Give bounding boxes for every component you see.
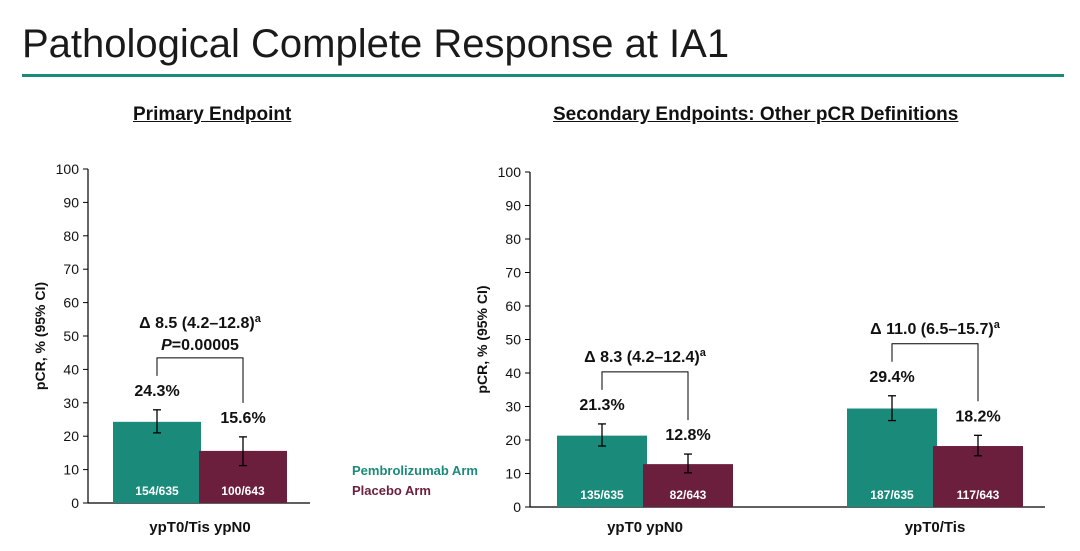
- y-tick-label: 20: [505, 432, 521, 448]
- comparison-bracket: [156, 357, 244, 403]
- difference-annotation: Δ 8.3 (4.2–12.4)a: [584, 347, 707, 366]
- y-axis-label: pCR, % (95% CI): [32, 282, 48, 390]
- title-divider: [22, 74, 1064, 77]
- comparison-bracket: [891, 343, 979, 402]
- p-value-annotation: P=0.00005: [161, 337, 239, 354]
- comparison-bracket: [601, 371, 689, 421]
- slide-title: Pathological Complete Response at IA1: [22, 22, 730, 66]
- y-tick-label: 70: [63, 261, 79, 277]
- category-label: ypT0 ypN0: [607, 519, 683, 536]
- bar: [847, 408, 937, 507]
- count-label: 82/643: [670, 488, 707, 502]
- secondary-panel-title: Secondary Endpoints: Other pCR Definitio…: [553, 104, 959, 125]
- legend-placebo: Placebo Arm: [352, 483, 431, 498]
- y-tick-label: 100: [498, 164, 522, 180]
- y-tick-label: 40: [505, 365, 521, 381]
- primary-panel-title: Primary Endpoint: [133, 104, 292, 125]
- y-tick-label: 60: [505, 298, 521, 314]
- y-tick-label: 80: [63, 228, 79, 244]
- count-label: 117/643: [957, 488, 1000, 502]
- data-label: 21.3%: [579, 397, 624, 414]
- y-tick-label: 90: [505, 198, 521, 214]
- secondary-chart: 0 10 20 30 40 50 60 70 80 90 100 pCR, % (95% CI) 21.…: [474, 164, 1045, 536]
- y-tick-label: 80: [505, 231, 521, 247]
- y-tick-label: 40: [63, 361, 79, 377]
- difference-annotation: Δ 11.0 (6.5–15.7)a: [870, 319, 1001, 338]
- count-label: 100/643: [221, 484, 265, 498]
- data-label: 12.8%: [665, 427, 710, 444]
- y-tick-label: 30: [63, 395, 79, 411]
- category-label: ypT0/Tis ypN0: [149, 519, 250, 536]
- y-tick-label: 10: [505, 466, 521, 482]
- data-label: 15.6%: [220, 410, 265, 427]
- y-tick-label: 10: [63, 462, 79, 478]
- y-tick-label: 50: [505, 332, 521, 348]
- difference-annotation: Δ 8.5 (4.2–12.8)a: [139, 313, 262, 332]
- data-label: 24.3%: [134, 383, 179, 400]
- y-tick-label: 100: [56, 161, 80, 177]
- bar: [557, 435, 647, 507]
- y-tick-label: 70: [505, 265, 521, 281]
- y-tick-label: 60: [63, 295, 79, 311]
- primary-chart: 0 10 20 30 40 50 60 70 80 90 100 pCR, % (95% CI) 24.…: [32, 161, 310, 536]
- y-tick-label: 90: [63, 194, 79, 210]
- count-label: 154/635: [135, 484, 179, 498]
- y-axis-label: pCR, % (95% CI): [474, 285, 490, 393]
- count-label: 187/635: [870, 488, 914, 502]
- y-tick-label: 30: [505, 399, 521, 415]
- y-tick-label: 0: [513, 499, 521, 515]
- y-tick-label: 0: [71, 495, 79, 511]
- count-label: 135/635: [580, 488, 624, 502]
- category-label: ypT0/Tis: [905, 519, 966, 536]
- data-label: 29.4%: [869, 369, 914, 386]
- y-tick-label: 50: [63, 328, 79, 344]
- legend-pembrolizumab: Pembrolizumab Arm: [352, 463, 478, 478]
- data-label: 18.2%: [955, 408, 1000, 425]
- y-tick-label: 20: [63, 428, 79, 444]
- bar: [113, 421, 201, 503]
